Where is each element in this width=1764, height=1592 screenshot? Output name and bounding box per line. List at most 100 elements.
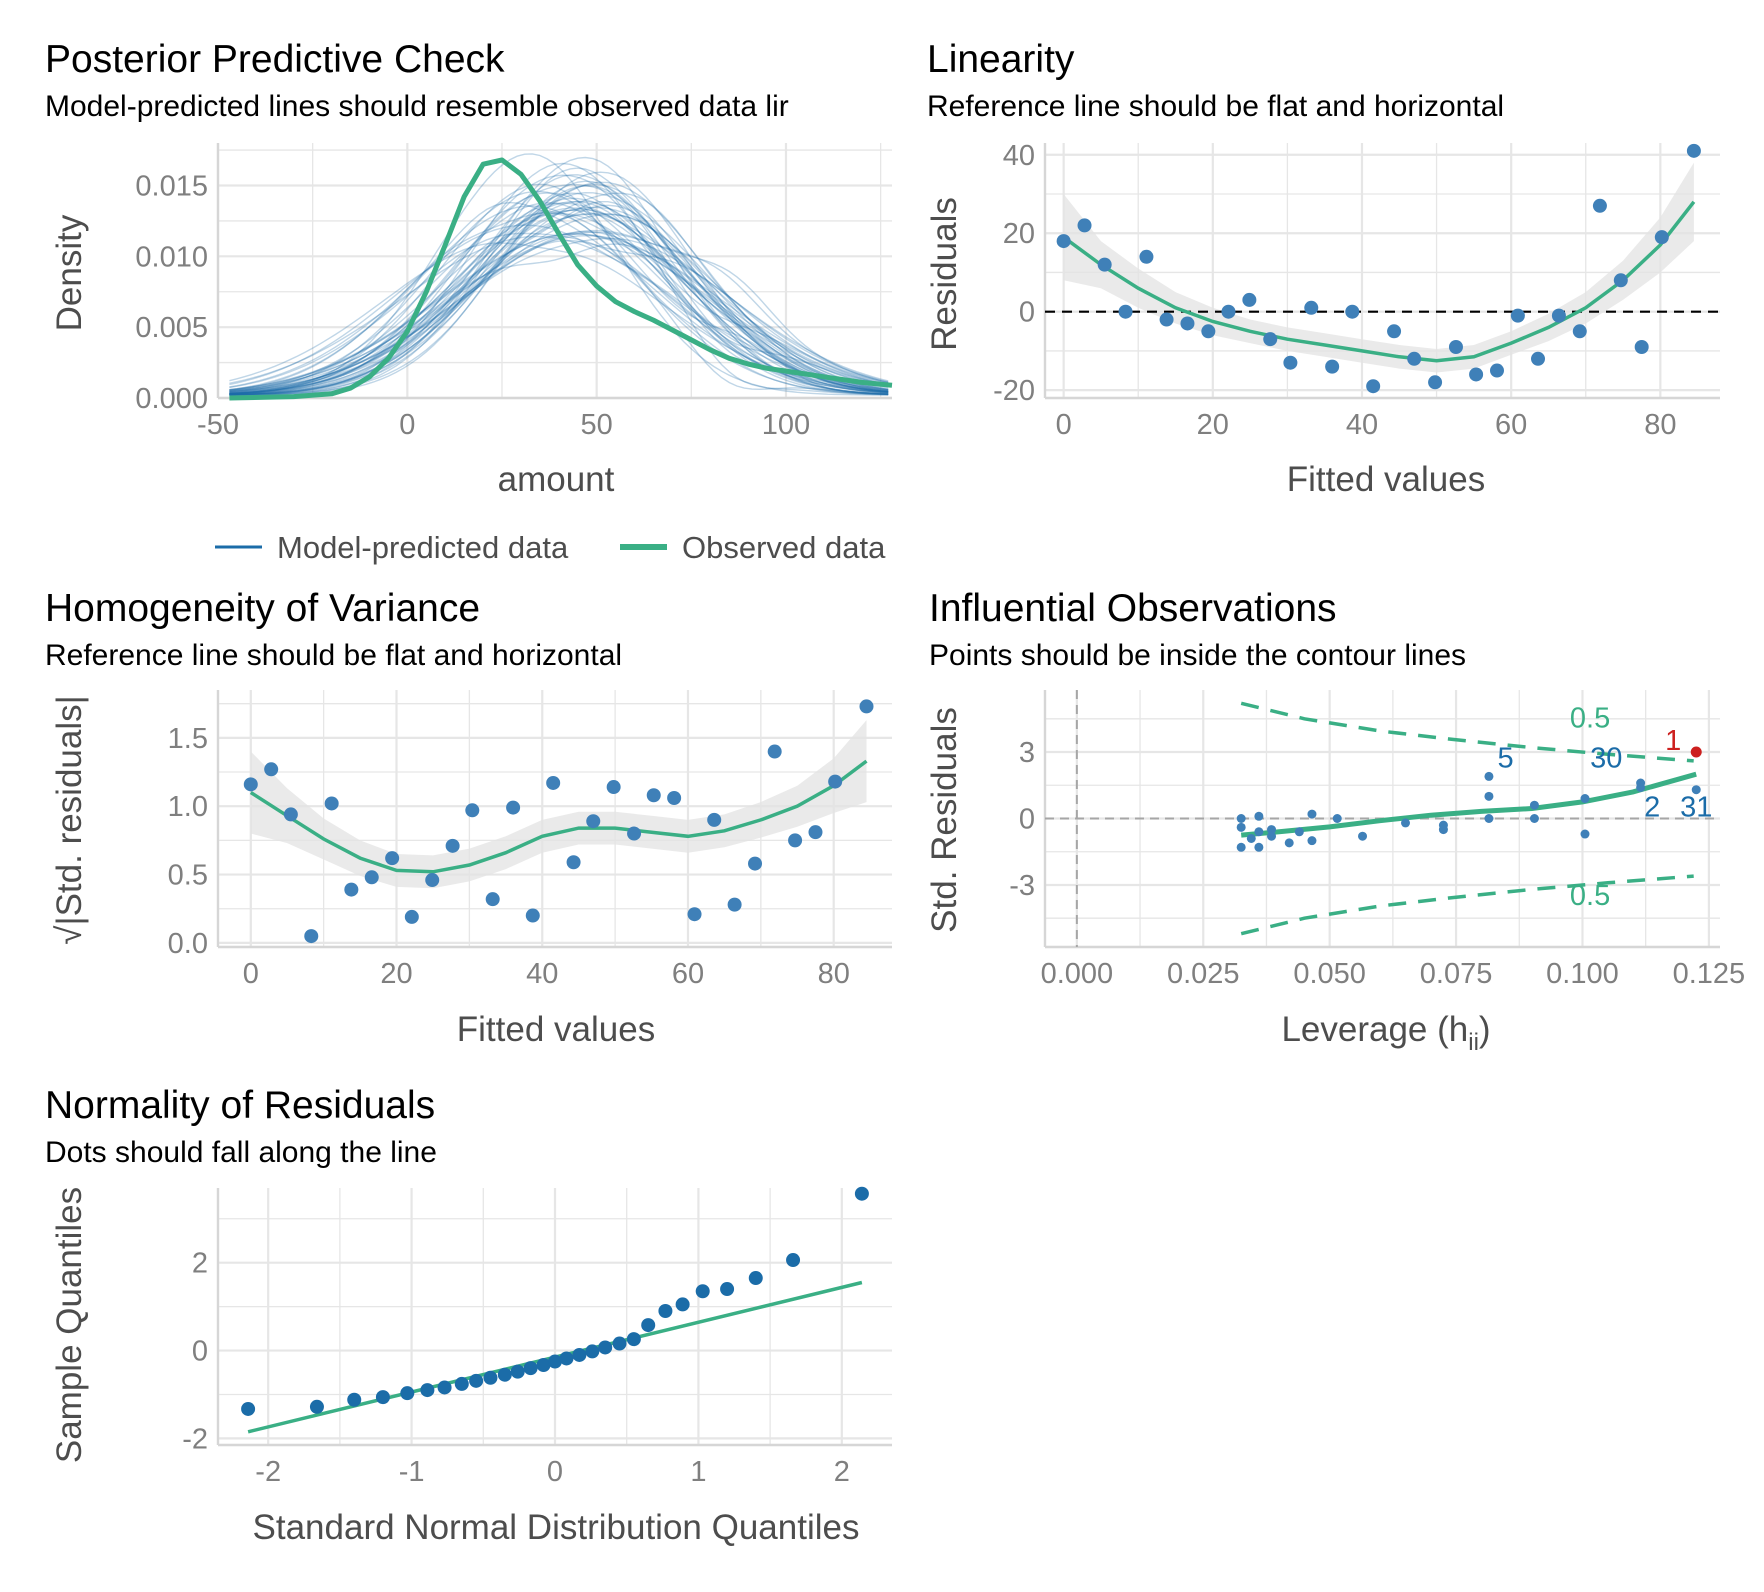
linearity-point bbox=[1448, 340, 1463, 354]
influence-x-axis-title-sub: ii bbox=[1468, 1029, 1479, 1056]
linearity-point bbox=[1077, 218, 1092, 233]
legend-label-model-predicted: Model-predicted data bbox=[277, 530, 569, 565]
qq-point bbox=[497, 1367, 512, 1382]
model-predicted-density-line bbox=[229, 243, 889, 392]
normality-x-tick-label: 0 bbox=[547, 1456, 563, 1488]
normality-ticks: -2 -1 0 1 2 -2 0 2 bbox=[182, 1248, 850, 1488]
linearity-point bbox=[1366, 379, 1381, 394]
ppc-panel: Posterior Predictive Check Model-predict… bbox=[45, 38, 893, 565]
influence-x-axis-title-h: h bbox=[1449, 1010, 1468, 1049]
normality-x-axis-title: Standard Normal Distribution Quantiles bbox=[253, 1508, 860, 1547]
homogeneity-point bbox=[546, 775, 561, 790]
qq-point bbox=[626, 1332, 641, 1347]
influence-point bbox=[1236, 842, 1246, 852]
homogeneity-point bbox=[243, 777, 258, 792]
model-predicted-density-line bbox=[229, 183, 889, 396]
linearity-point bbox=[1654, 230, 1669, 245]
linearity-point bbox=[1304, 300, 1319, 315]
homogeneity-title: Homogeneity of Variance bbox=[45, 587, 480, 630]
influence-point bbox=[1529, 800, 1539, 810]
qq-point bbox=[598, 1340, 613, 1355]
homogeneity-point bbox=[485, 892, 500, 907]
linearity-confidence-band bbox=[1063, 162, 1694, 373]
homogeneity-y-tick-label: 0.5 bbox=[168, 860, 208, 892]
influence-x-tick-label: 0.100 bbox=[1546, 958, 1619, 990]
model-predicted-density-line bbox=[229, 205, 889, 395]
ppc-ticks: -50 0 50 100 0.000 0.005 0.010 0.015 bbox=[135, 171, 810, 442]
linearity-point bbox=[1097, 257, 1112, 272]
model-predicted-density-line bbox=[229, 181, 889, 396]
influence-smooth-line bbox=[1240, 771, 1697, 838]
homogeneity-y-axis-title: √|Std. residuals| bbox=[50, 695, 89, 944]
qq-point bbox=[523, 1361, 538, 1376]
linearity-point bbox=[1572, 324, 1587, 339]
qq-point bbox=[572, 1347, 587, 1362]
influence-point bbox=[1332, 814, 1342, 823]
influence-point bbox=[1691, 785, 1701, 795]
homogeneity-y-tick-label: 1.5 bbox=[168, 723, 208, 755]
ppc-grid bbox=[216, 143, 892, 400]
qq-point bbox=[854, 1186, 869, 1201]
ppc-y-tick-label: 0.005 bbox=[135, 312, 208, 344]
homogeneity-point bbox=[808, 825, 823, 840]
influence-point bbox=[1254, 842, 1264, 852]
qq-point bbox=[510, 1364, 525, 1379]
homogeneity-point bbox=[828, 774, 843, 789]
ppc-x-tick-label: 100 bbox=[762, 409, 810, 441]
model-predicted-density-line bbox=[229, 174, 889, 396]
qq-point bbox=[748, 1271, 763, 1286]
homogeneity-point bbox=[727, 897, 742, 912]
homogeneity-point bbox=[364, 870, 379, 885]
homogeneity-point bbox=[646, 788, 661, 803]
linearity-point bbox=[1242, 292, 1257, 307]
model-predicted-density-line bbox=[229, 174, 889, 396]
influence-point bbox=[1484, 771, 1494, 781]
ppc-y-axis-title: Density bbox=[50, 214, 89, 331]
ppc-x-tick-label: 50 bbox=[581, 409, 613, 441]
homogeneity-point bbox=[445, 838, 460, 853]
model-predicted-density-line bbox=[229, 201, 889, 395]
homogeneity-point bbox=[465, 803, 480, 818]
influence-point bbox=[1246, 833, 1256, 843]
model-predicted-density-line bbox=[229, 239, 889, 394]
homogeneity-point bbox=[525, 908, 540, 923]
model-predicted-density-line bbox=[229, 192, 889, 395]
homogeneity-point bbox=[586, 814, 601, 829]
linearity-point bbox=[1387, 324, 1402, 339]
model-predicted-density-line bbox=[229, 234, 889, 392]
homogeneity-point bbox=[324, 796, 339, 811]
homogeneity-x-axis-title: Fitted values bbox=[457, 1010, 655, 1049]
linearity-title: Linearity bbox=[927, 38, 1075, 81]
linearity-point bbox=[1283, 355, 1298, 370]
ppc-legend: Model-predicted data Observed data bbox=[215, 530, 886, 565]
homogeneity-subtitle: Reference line should be flat and horizo… bbox=[45, 639, 622, 672]
homogeneity-point bbox=[404, 909, 419, 924]
normality-y-axis-title: Sample Quantiles bbox=[50, 1187, 89, 1463]
homogeneity-point bbox=[627, 826, 642, 841]
ppc-x-axis-title: amount bbox=[498, 460, 615, 499]
qq-point bbox=[437, 1380, 452, 1395]
influence-point bbox=[1254, 827, 1264, 837]
qq-point bbox=[585, 1344, 600, 1359]
ppc-y-tick-label: 0.015 bbox=[135, 171, 208, 203]
model-predicted-density-line bbox=[229, 180, 889, 396]
linearity-point bbox=[1613, 273, 1628, 288]
qq-point bbox=[658, 1304, 673, 1319]
homogeneity-point bbox=[304, 929, 319, 944]
linearity-y-tick-label: -20 bbox=[993, 375, 1035, 407]
homogeneity-marks bbox=[243, 699, 874, 944]
influence-point bbox=[1236, 814, 1246, 823]
linearity-x-tick-label: 40 bbox=[1346, 409, 1378, 441]
linearity-point bbox=[1686, 143, 1701, 158]
homogeneity-x-tick-label: 80 bbox=[818, 958, 850, 990]
influence-y-tick-label: 3 bbox=[1019, 737, 1035, 769]
linearity-point bbox=[1139, 249, 1154, 264]
normality-subtitle: Dots should fall along the line bbox=[45, 1136, 437, 1169]
influence-point bbox=[1358, 831, 1368, 841]
linearity-point bbox=[1345, 304, 1360, 319]
homogeneity-point bbox=[385, 851, 400, 866]
homogeneity-confidence-band bbox=[250, 720, 867, 889]
influence-point-label: 5 bbox=[1498, 743, 1514, 775]
normality-x-tick-label: -2 bbox=[255, 1456, 281, 1488]
